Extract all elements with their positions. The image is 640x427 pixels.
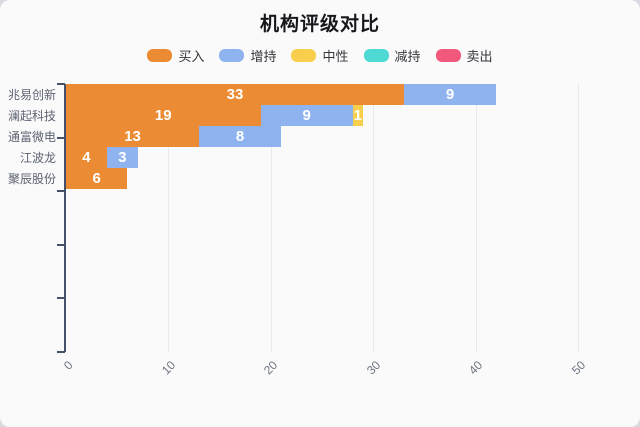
bar-row: 通富微电 13 8 <box>8 126 578 147</box>
legend-item-1[interactable]: 买入 <box>147 46 204 65</box>
bar-row: 江波龙 4 3 <box>20 147 578 168</box>
category-label: 澜起科技 <box>7 109 56 123</box>
bar-value-label: 8 <box>235 128 245 145</box>
legend-item-5[interactable]: 卖出 <box>435 46 493 65</box>
plot-area: 兆易创新 33 9 澜起科技 19 9 1 通富微电 13 8 江波龙 4 3 聚辰股份 6 0 10 20 30… <box>8 83 588 377</box>
legend: 买入 增持 中性 减持 卖出 <box>0 46 640 65</box>
bar-value-label: 3 <box>118 149 127 166</box>
stacked-bar: 6 <box>66 168 578 189</box>
category-label: 兆易创新 <box>7 88 56 102</box>
y-axis-tick <box>57 297 65 300</box>
legend-marker-icon <box>219 49 245 62</box>
legend-item-2[interactable]: 增持 <box>219 46 276 65</box>
bar-value-label: 19 <box>154 107 172 124</box>
x-tick-label: 20 <box>261 358 281 378</box>
category-label: 通富微电 <box>7 130 56 144</box>
bar-value-label: 6 <box>92 170 101 187</box>
x-tick-label: 0 <box>61 358 76 373</box>
bar-value-label: 13 <box>124 128 141 145</box>
gridline <box>475 84 477 352</box>
legend-label: 中性 <box>322 49 349 64</box>
bar-value-label: 9 <box>445 86 455 103</box>
bar-segment-买入[interactable]: 6 <box>66 168 128 189</box>
y-axis-tick <box>57 351 65 353</box>
x-tick-label: 50 <box>568 358 588 378</box>
legend-label: 买入 <box>178 49 205 64</box>
legend-marker-icon <box>147 49 173 62</box>
y-axis-tick <box>57 136 65 139</box>
x-tick-label: 30 <box>363 358 384 378</box>
bar-value-label: 1 <box>353 107 362 124</box>
stacked-bar: 19 9 1 <box>66 105 578 126</box>
gridline <box>578 84 579 352</box>
legend-marker-icon <box>291 49 317 62</box>
legend-item-4[interactable]: 减持 <box>363 46 421 65</box>
bar-segment-买入[interactable]: 33 <box>66 84 404 105</box>
bar-row: 兆易创新 33 9 <box>8 84 578 105</box>
bar-value-label: 9 <box>302 107 311 124</box>
legend-item-3[interactable]: 中性 <box>291 46 349 65</box>
bar-value-label: 33 <box>226 86 244 103</box>
bar-segment-增持[interactable]: 9 <box>403 84 497 105</box>
bar-value-label: 4 <box>82 149 91 166</box>
bar-segment-增持[interactable]: 8 <box>199 126 282 147</box>
bar-segment-买入[interactable]: 13 <box>66 126 200 147</box>
x-axis-labels: 0 10 20 30 40 50 <box>61 352 588 397</box>
bar-segment-买入[interactable]: 19 <box>66 105 261 126</box>
stacked-bar: 13 8 <box>66 126 578 147</box>
gridline <box>373 84 375 352</box>
legend-label: 减持 <box>394 49 421 64</box>
category-label: 江波龙 <box>19 151 56 165</box>
bar-segment-增持[interactable]: 9 <box>260 105 353 126</box>
category-label: 聚辰股份 <box>7 172 56 186</box>
stacked-bar: 33 9 <box>66 84 578 105</box>
bar-segment-中性[interactable]: 1 <box>352 105 363 126</box>
chart-title: 机构评级对比 <box>259 14 380 35</box>
gridline <box>168 84 170 352</box>
bar-segment-增持[interactable]: 3 <box>106 147 138 168</box>
bar-row: 聚辰股份 6 <box>8 168 578 189</box>
y-axis-tick <box>57 83 65 85</box>
legend-label: 卖出 <box>466 49 493 64</box>
y-axis-tick <box>57 190 65 193</box>
x-tick-label: 10 <box>158 358 179 378</box>
bar-row: 澜起科技 19 9 1 <box>8 105 578 126</box>
bar-segment-买入[interactable]: 4 <box>66 147 107 168</box>
legend-label: 增持 <box>250 49 277 64</box>
legend-marker-icon <box>435 49 461 62</box>
legend-marker-icon <box>363 49 389 62</box>
gridline <box>270 84 272 352</box>
y-axis-tick <box>57 243 65 246</box>
x-tick-label: 40 <box>466 358 486 378</box>
